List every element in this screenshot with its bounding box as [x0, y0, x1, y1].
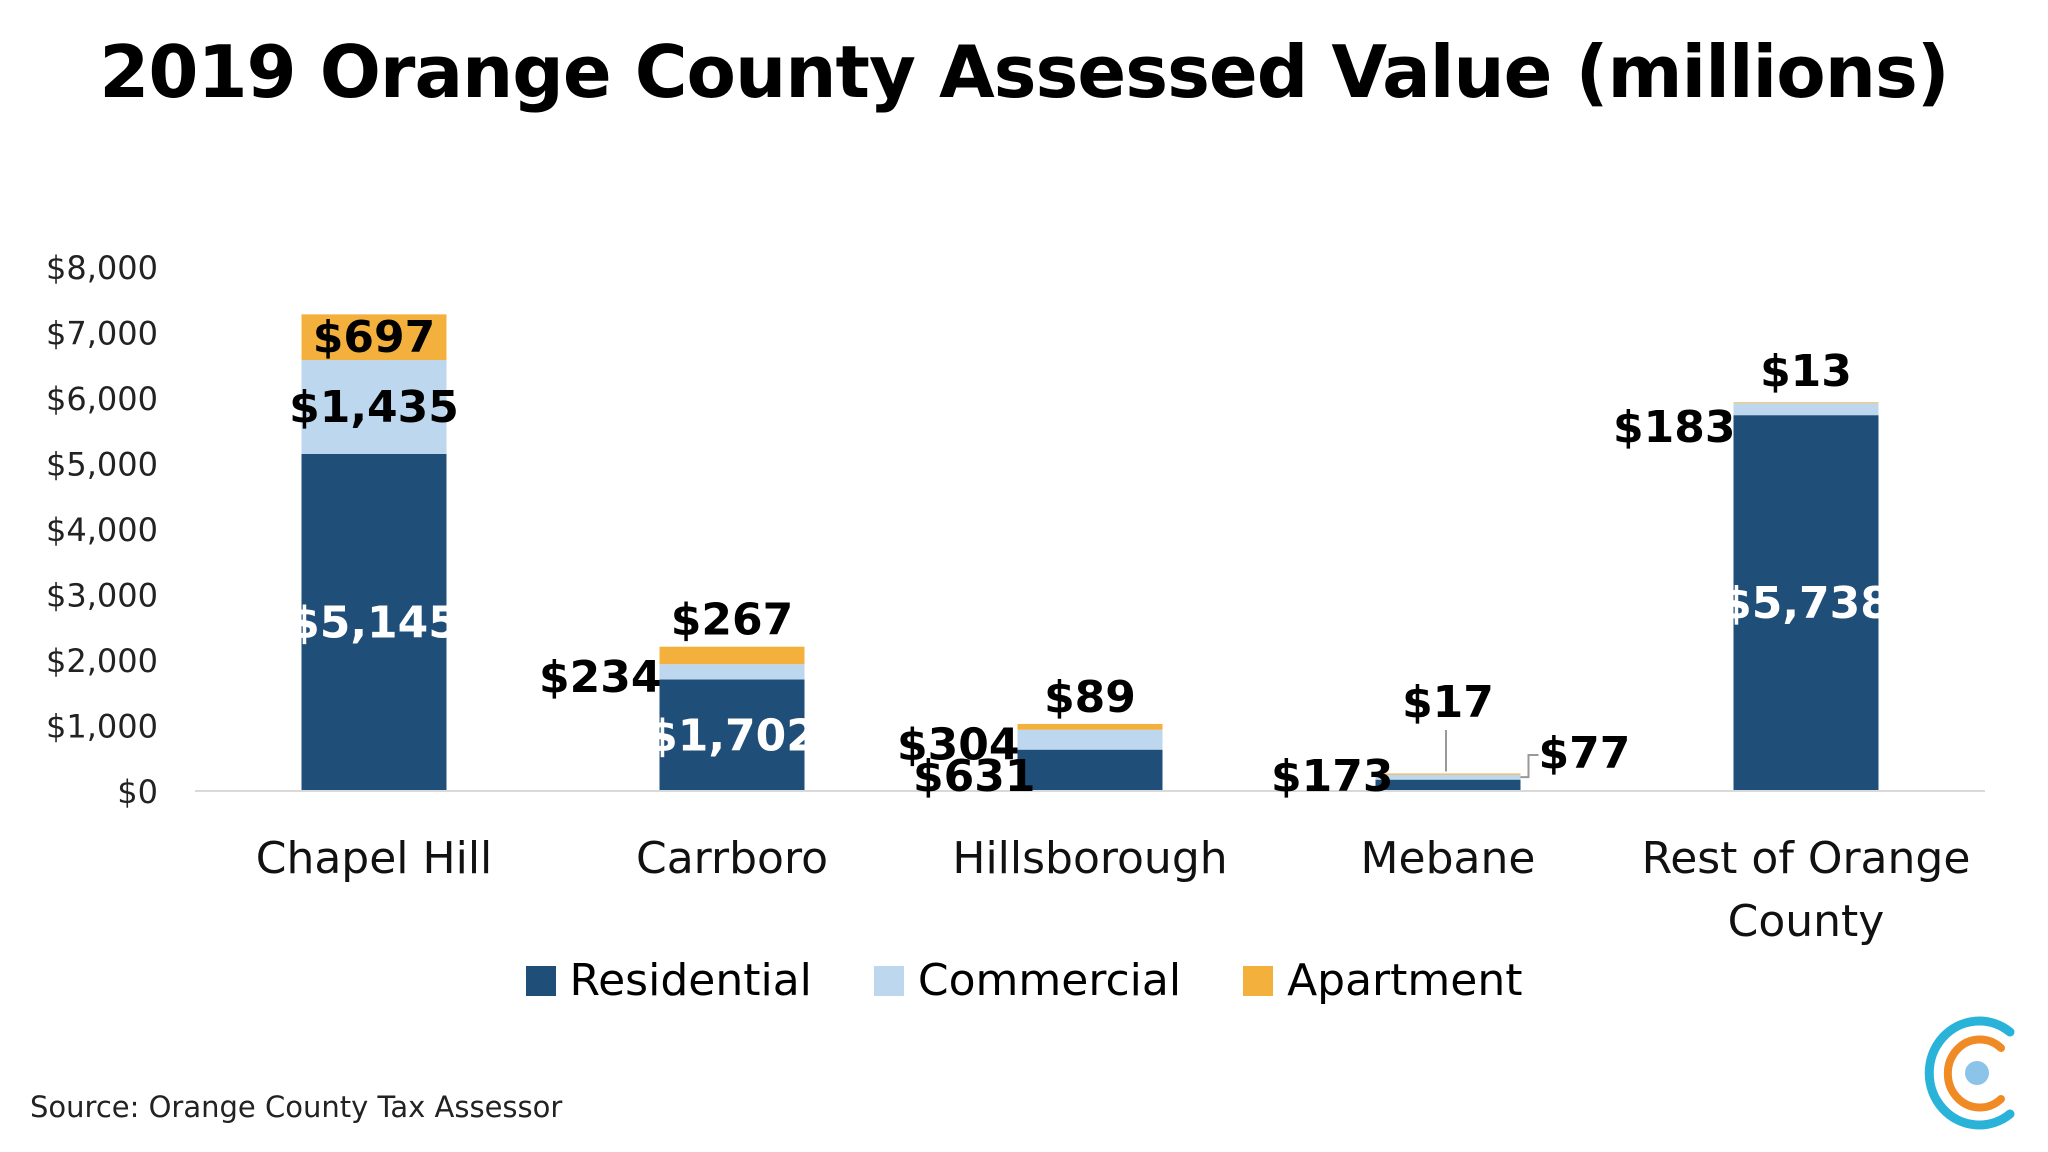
- data-label: $1,702: [647, 710, 817, 761]
- data-label: $5,738: [1721, 578, 1891, 629]
- source-note: Source: Orange County Tax Assessor: [30, 1090, 563, 1124]
- data-label: $304: [897, 720, 1019, 771]
- data-label: $13: [1760, 346, 1852, 397]
- legend-swatch: [1243, 965, 1274, 996]
- bar-residential: [659, 679, 805, 791]
- y-tick-label: $0: [117, 773, 158, 811]
- bar-commercial: [1017, 729, 1163, 750]
- data-label: $631: [913, 751, 1035, 802]
- data-label: $5,145: [289, 598, 459, 649]
- y-tick-label: $3,000: [46, 577, 158, 615]
- legend-swatch: [873, 965, 904, 996]
- y-tick-label: $6,000: [46, 380, 158, 418]
- bar-commercial: [1733, 403, 1879, 416]
- data-label: $697: [313, 312, 435, 363]
- y-tick-label: $5,000: [46, 446, 158, 484]
- legend-swatch: [525, 965, 556, 996]
- bar-commercial: [659, 664, 805, 680]
- data-label: $1,435: [289, 382, 459, 433]
- x-category-label: County: [1728, 896, 1885, 947]
- bar-commercial: [1375, 774, 1521, 780]
- bar-apartment: [1375, 773, 1521, 775]
- data-label: $173: [1271, 751, 1393, 802]
- legend-label: Apartment: [1287, 955, 1523, 1006]
- y-tick-label: $4,000: [46, 511, 158, 549]
- data-label: $267: [671, 595, 793, 646]
- y-tick-label: $2,000: [46, 642, 158, 680]
- bar-apartment: [1017, 723, 1163, 730]
- bar-apartment: [1733, 402, 1879, 404]
- chart-legend: Residential Commercial Apartment: [0, 955, 2048, 1006]
- bar-apartment: [301, 314, 447, 361]
- bar-residential: [301, 454, 447, 791]
- legend-item-residential: Residential: [525, 955, 812, 1006]
- legend-label: Commercial: [917, 955, 1182, 1006]
- x-category-label: Hillsborough: [952, 833, 1227, 884]
- bar-apartment: [659, 646, 805, 665]
- data-label: $17: [1402, 677, 1494, 728]
- legend-item-commercial: Commercial: [873, 955, 1182, 1006]
- chart-title: 2019 Orange County Assessed Value (milli…: [99, 30, 1949, 114]
- x-category-label: Rest of Orange: [1642, 833, 1971, 884]
- concentric-c-logo-icon: [1924, 1016, 2015, 1130]
- data-label: $234: [539, 652, 661, 703]
- legend-item-apartment: Apartment: [1243, 955, 1522, 1006]
- x-category-label: Chapel Hill: [256, 833, 493, 884]
- legend-label: Residential: [569, 955, 812, 1006]
- x-category-label: Carrboro: [636, 833, 828, 884]
- bar-residential: [1375, 779, 1521, 791]
- bar-commercial: [301, 360, 447, 455]
- y-tick-label: $1,000: [46, 708, 158, 746]
- x-category-label: Mebane: [1361, 833, 1536, 884]
- y-tick-label: $7,000: [46, 315, 158, 353]
- data-label: $77: [1539, 728, 1631, 779]
- bar-residential: [1017, 749, 1163, 791]
- leader-line: [1520, 754, 1539, 779]
- data-label: $183: [1613, 402, 1735, 453]
- bar-residential: [1733, 415, 1879, 791]
- y-tick-label: $8,000: [46, 249, 158, 287]
- data-label: $89: [1044, 672, 1136, 723]
